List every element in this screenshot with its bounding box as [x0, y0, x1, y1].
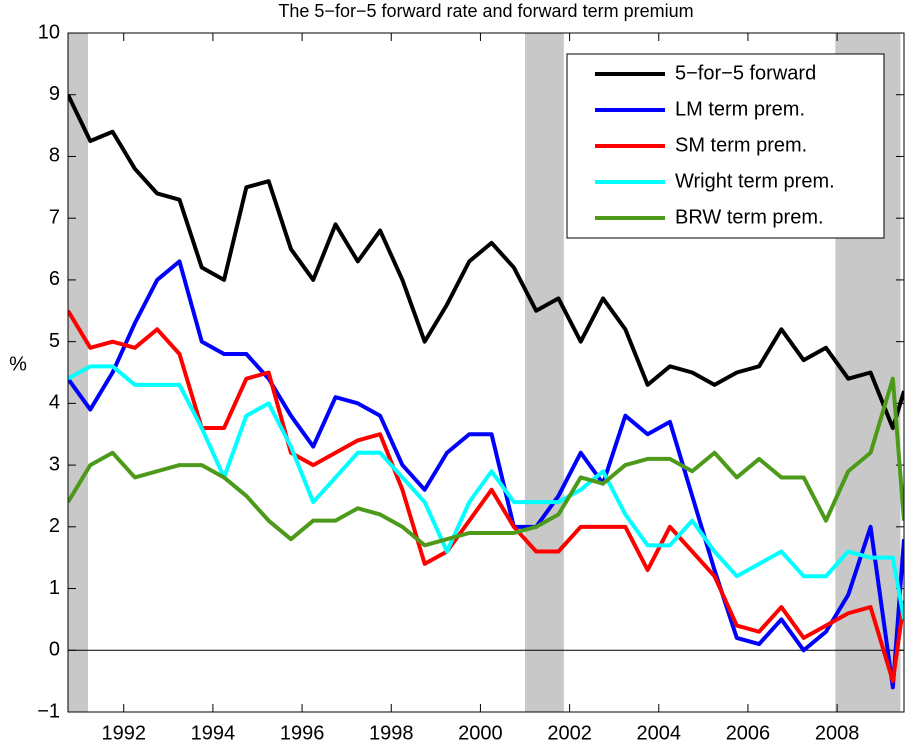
series-line [68, 309, 904, 684]
y-tick-label: 4 [49, 392, 60, 414]
y-tick-label: 1 [49, 577, 60, 599]
y-tick-label: 6 [49, 268, 60, 290]
y-tick-label: 8 [49, 145, 60, 167]
chart-title: The 5−for−5 forward rate and forward ter… [278, 1, 693, 21]
y-tick-label: 7 [49, 206, 60, 228]
x-tick-label: 2006 [726, 722, 771, 744]
legend-label: 5−for−5 forward [675, 62, 816, 84]
y-tick-label: 2 [49, 515, 60, 537]
legend-label: BRW term prem. [675, 206, 824, 228]
legend-label: Wright term prem. [675, 170, 835, 192]
x-tick-label: 1992 [101, 722, 146, 744]
legend-label: LM term prem. [675, 98, 805, 120]
y-tick-label: 5 [49, 330, 60, 352]
x-tick-label: 2008 [815, 722, 860, 744]
series-line [68, 364, 904, 620]
x-tick-label: 1996 [280, 722, 325, 744]
series-line [68, 93, 904, 431]
plot-frame [67, 32, 905, 713]
shaded-period [525, 33, 564, 712]
x-tick-label: 1994 [191, 722, 236, 744]
x-tick-label: 2000 [458, 722, 503, 744]
x-tick-label: 2004 [637, 722, 682, 744]
series-line [68, 259, 904, 690]
y-axis-label: % [9, 353, 27, 375]
y-tick-label: 0 [49, 639, 60, 661]
y-tick-label: 10 [38, 21, 60, 43]
legend-label: SM term prem. [675, 134, 807, 156]
y-tick-label: 3 [49, 453, 60, 475]
y-tick-label: −1 [37, 700, 60, 722]
x-tick-label: 2002 [547, 722, 592, 744]
y-tick-label: 9 [49, 83, 60, 105]
series-line [68, 376, 904, 548]
x-tick-label: 1998 [369, 722, 414, 744]
